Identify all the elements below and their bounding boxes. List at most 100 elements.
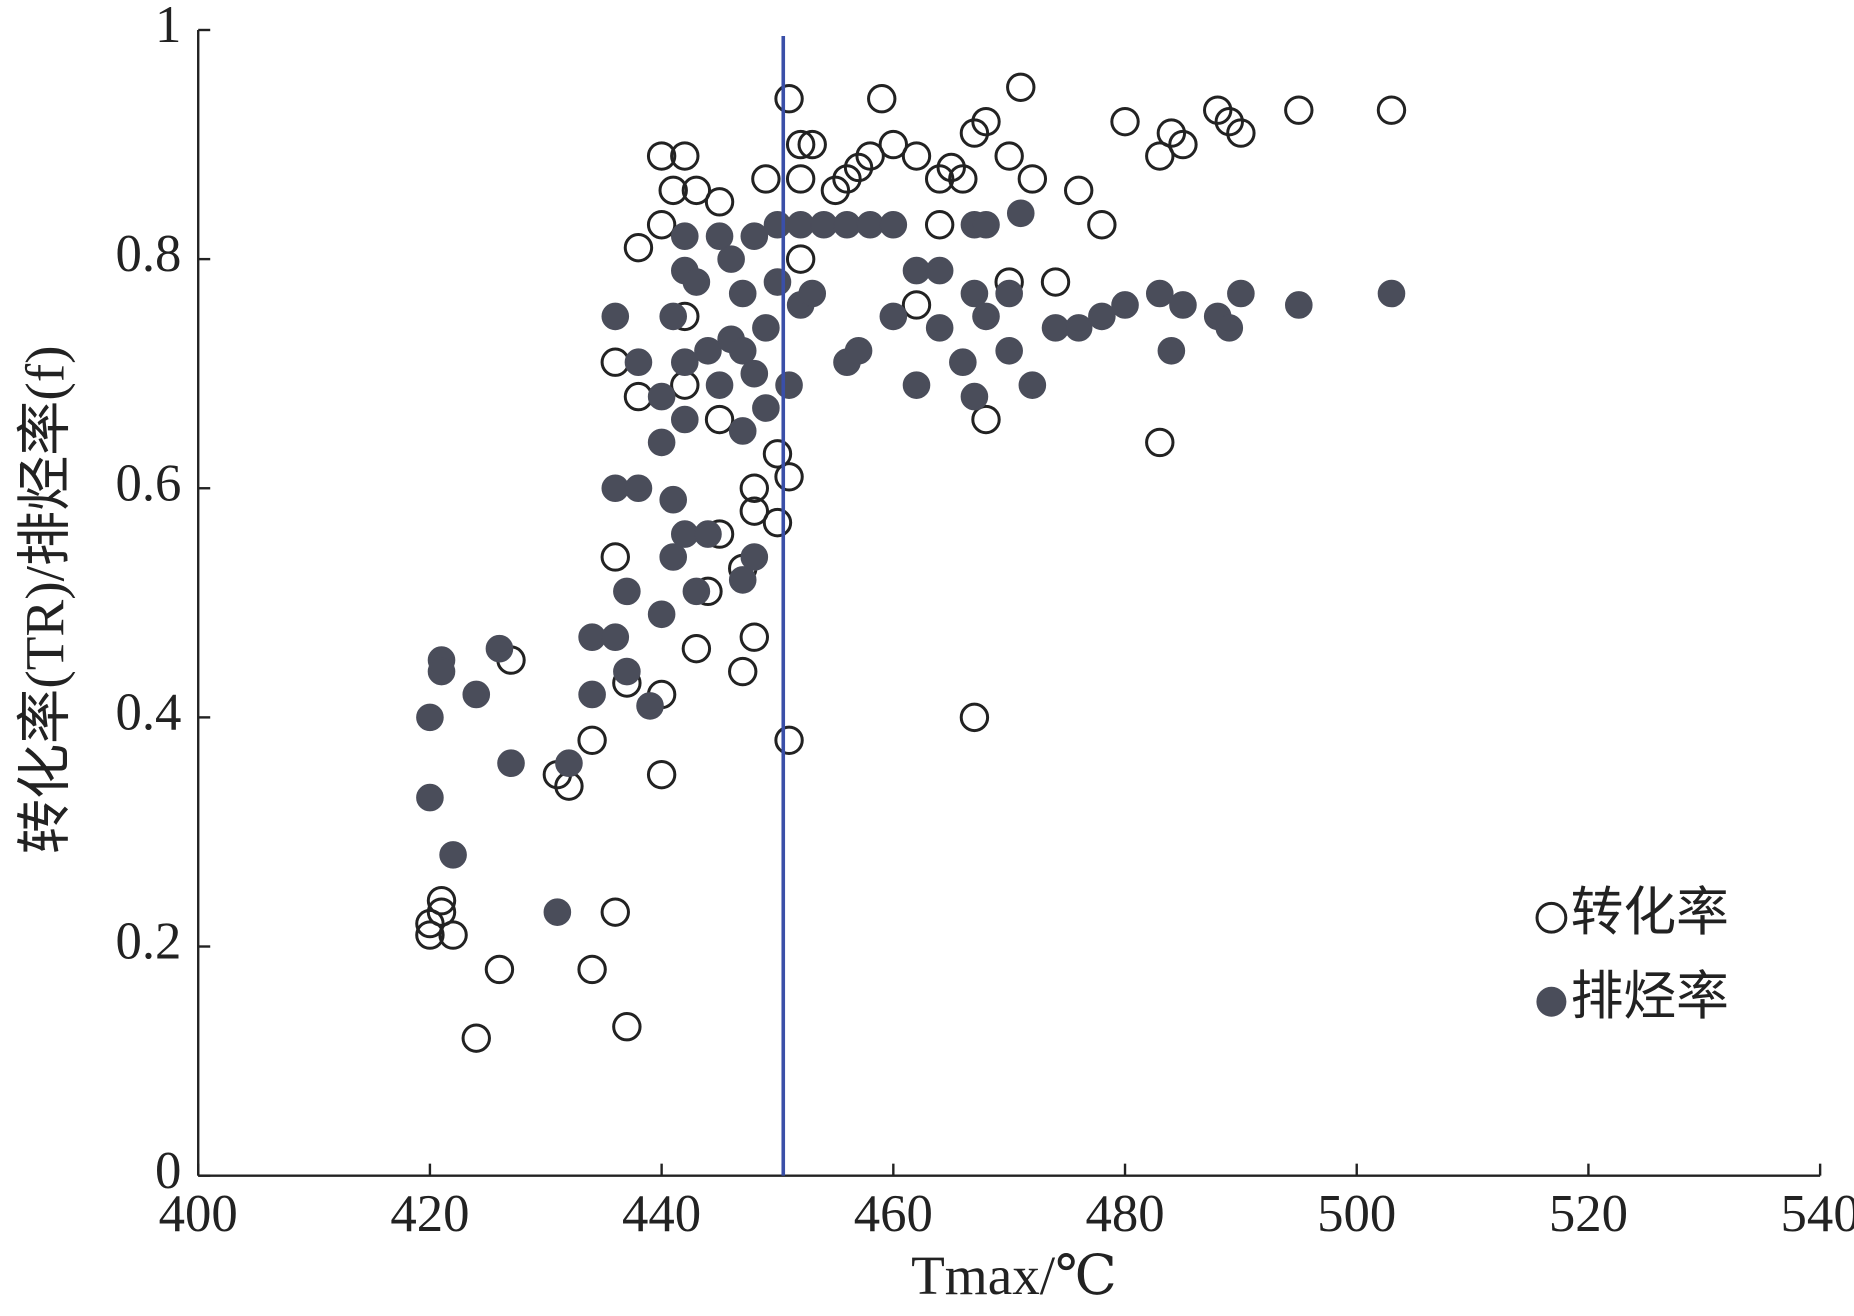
point [972, 210, 1000, 239]
point [879, 210, 908, 239]
point [624, 348, 653, 377]
point [601, 302, 630, 331]
point [704, 404, 735, 435]
point [1040, 267, 1071, 297]
legend-label: 转化率 [1571, 884, 1729, 942]
point [948, 164, 978, 194]
point [994, 141, 1024, 171]
point [578, 680, 606, 709]
y-tick-label: 0.8 [115, 225, 181, 283]
point [612, 1012, 642, 1042]
point [636, 692, 664, 720]
point [647, 428, 676, 457]
point [763, 210, 792, 239]
point [600, 542, 630, 572]
y-tick-label: 1 [155, 0, 181, 54]
point [647, 600, 676, 629]
point [971, 106, 1001, 137]
point [878, 129, 909, 160]
point [728, 656, 758, 687]
point [682, 577, 711, 606]
point [601, 623, 630, 651]
point [681, 633, 712, 664]
point [416, 783, 444, 812]
x-tick-label: 520 [1549, 1185, 1628, 1243]
point [427, 657, 456, 686]
x-tick-label: 540 [1781, 1185, 1854, 1243]
point [798, 279, 827, 308]
point [1018, 371, 1047, 399]
point [462, 680, 491, 709]
point [670, 141, 700, 171]
point [1006, 72, 1036, 102]
point [739, 622, 769, 652]
y-tick-label: 0.2 [115, 913, 181, 971]
point [879, 302, 908, 331]
x-tick-label: 420 [390, 1185, 469, 1243]
point [600, 897, 630, 927]
point [1110, 106, 1140, 137]
point [1169, 291, 1197, 319]
point [1377, 279, 1406, 308]
point [1284, 95, 1314, 125]
legend-marker [1536, 986, 1567, 1017]
point [995, 279, 1023, 308]
point [1063, 175, 1094, 206]
point [739, 473, 769, 503]
point [728, 417, 757, 445]
point [762, 507, 793, 538]
point [416, 703, 444, 732]
point [786, 210, 815, 239]
point [959, 702, 990, 733]
point [751, 164, 781, 194]
point [438, 920, 468, 950]
point [867, 84, 897, 114]
point [485, 634, 514, 663]
point [659, 485, 688, 514]
x-axis-label: Tmax/℃ [911, 1245, 1117, 1306]
point [763, 268, 792, 296]
point [924, 210, 955, 240]
point [658, 175, 688, 206]
point [670, 222, 699, 251]
point [774, 725, 804, 755]
point [704, 187, 735, 217]
point [752, 394, 780, 422]
point [1145, 141, 1175, 171]
point [740, 359, 769, 388]
point [1145, 427, 1175, 458]
point [647, 382, 676, 411]
point [1376, 95, 1407, 125]
point [426, 897, 457, 927]
point [646, 759, 677, 790]
point [774, 84, 804, 114]
point [497, 749, 525, 778]
y-tick-label: 0.4 [115, 683, 181, 741]
point [775, 371, 803, 399]
point [1017, 164, 1048, 194]
point [705, 222, 734, 251]
point [1227, 279, 1255, 308]
point [577, 954, 607, 985]
point [623, 232, 654, 263]
point [682, 268, 711, 296]
point [856, 210, 884, 239]
point [461, 1023, 491, 1053]
point [1064, 314, 1093, 342]
point [995, 336, 1023, 365]
point [1111, 291, 1139, 319]
point [1168, 129, 1198, 160]
point [785, 129, 816, 160]
point [902, 256, 931, 285]
point [740, 222, 769, 251]
point [1226, 118, 1256, 148]
point [949, 348, 977, 377]
point [728, 336, 757, 365]
x-tick-label: 400 [159, 1185, 238, 1243]
legend-label: 排烃率 [1571, 968, 1729, 1026]
point [646, 210, 677, 240]
point [555, 749, 583, 778]
point [901, 290, 932, 320]
